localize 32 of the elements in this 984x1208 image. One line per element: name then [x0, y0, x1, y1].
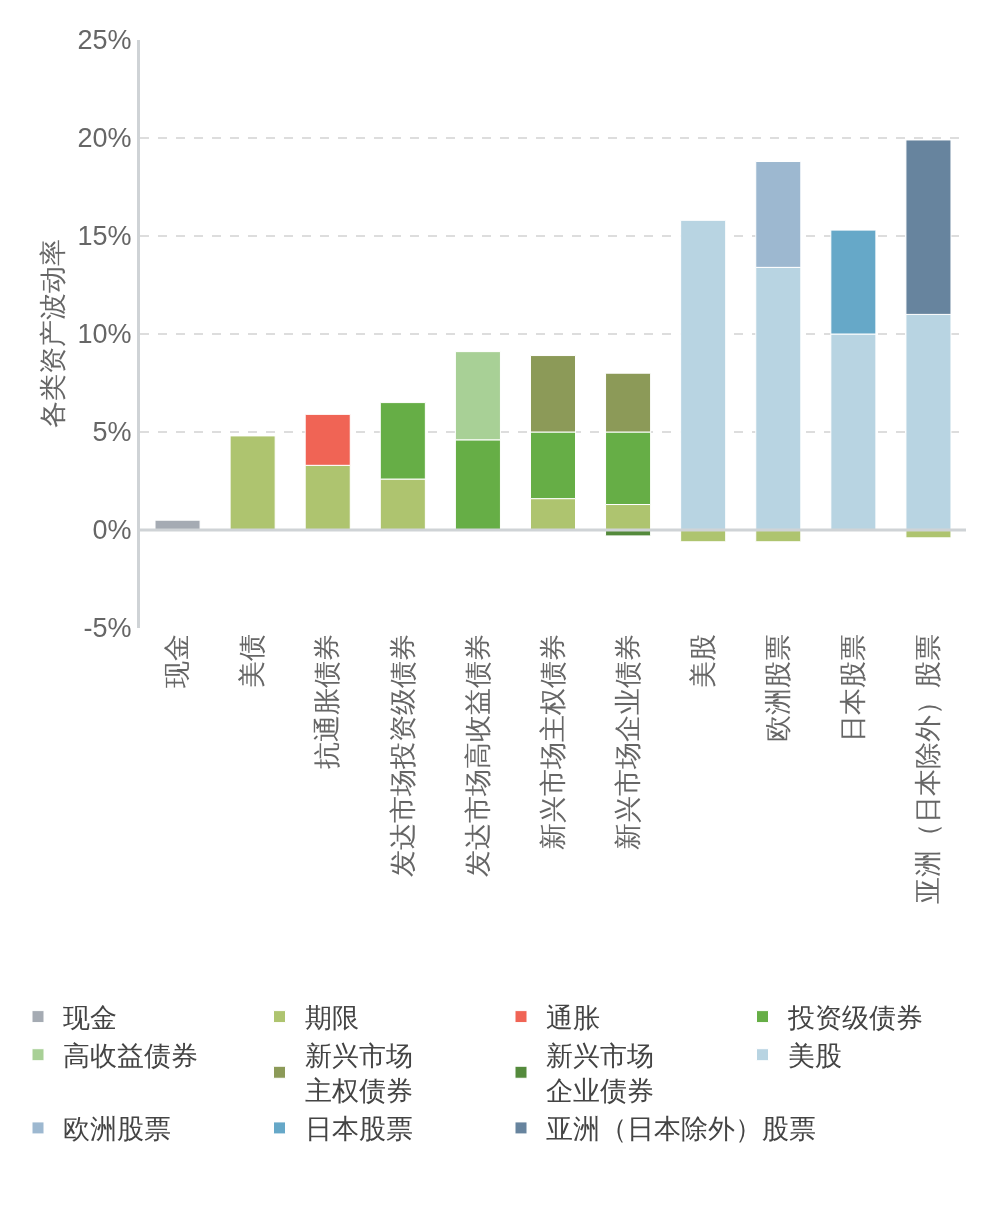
legend-label: 亚洲（日本除外）股票 — [546, 1114, 816, 1145]
x-tick-label: 新兴市场企业债券 — [612, 634, 643, 851]
legend-label: 新兴市场主权债券 — [304, 1041, 413, 1107]
y-tick-label: 15% — [77, 221, 132, 252]
y-tick-label: -5% — [83, 613, 132, 644]
legend-label: 通胀 — [546, 1003, 600, 1034]
y-axis-title: 各类资产波动率 — [37, 239, 68, 429]
x-tick-label: 抗通胀债券 — [312, 634, 343, 770]
y-tick-label: 5% — [92, 417, 132, 448]
legend-label: 期限 — [304, 1003, 359, 1034]
y-tick-label: 10% — [77, 319, 132, 350]
x-tick-label: 发达市场投资级债券 — [387, 634, 418, 878]
legend-label: 欧洲股票 — [63, 1114, 171, 1145]
x-tick-label: 新兴市场主权债券 — [537, 634, 568, 851]
x-tick-label: 美债 — [237, 634, 268, 689]
y-tick-label: 25% — [77, 25, 132, 56]
x-tick-label: 日本股票 — [838, 634, 869, 743]
x-tick-label: 美股 — [687, 634, 718, 689]
x-tick-label: 现金 — [162, 634, 193, 689]
bar — [229, 435, 276, 531]
y-tick-label: 20% — [77, 123, 132, 154]
legend-label: 日本股票 — [304, 1114, 413, 1145]
legend-label: 现金 — [63, 1003, 117, 1034]
y-tick-label: 0% — [92, 515, 132, 546]
x-tick-label: 欧洲股票 — [763, 634, 794, 743]
legend-label: 高收益债券 — [63, 1041, 198, 1072]
legend-label: 新兴市场企业债券 — [546, 1041, 654, 1107]
x-tick-label: 亚洲（日本除外）股票 — [913, 634, 944, 905]
legend-label: 美股 — [787, 1041, 842, 1072]
bar — [680, 219, 727, 531]
legend-label: 投资级债券 — [786, 1003, 923, 1034]
x-tick-label: 发达市场高收益债券 — [462, 634, 493, 878]
